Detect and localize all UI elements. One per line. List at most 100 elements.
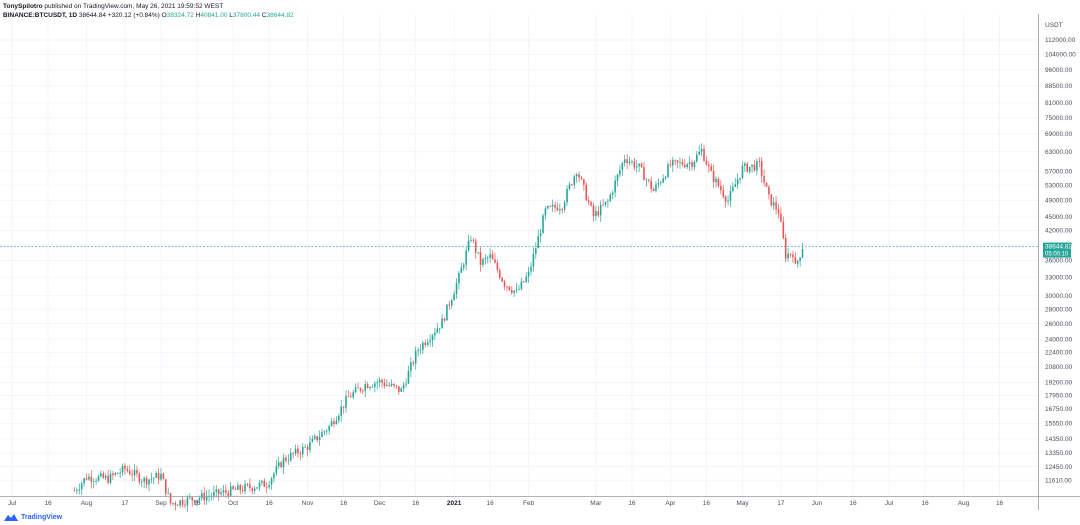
- candle-body: [544, 208, 547, 216]
- candle-body: [438, 328, 441, 330]
- candle-body: [342, 406, 345, 408]
- candle-body: [366, 384, 369, 389]
- candle-body: [590, 202, 592, 206]
- candle-body: [191, 497, 194, 501]
- y-tick-label: 30000.00: [1045, 293, 1072, 300]
- x-tick-label: Dec: [374, 500, 386, 507]
- candle-body: [484, 257, 487, 259]
- candle-body: [739, 177, 741, 180]
- candle-body: [241, 490, 244, 492]
- candle-body: [239, 485, 242, 491]
- candle-body: [578, 174, 580, 178]
- candle-body: [453, 294, 455, 301]
- x-tick-label: Jul: [8, 500, 17, 507]
- candle-body: [371, 386, 374, 388]
- x-tick-label: 16: [849, 500, 857, 507]
- candle-body: [222, 490, 225, 493]
- candle-body: [503, 281, 506, 287]
- candle-body: [573, 176, 576, 185]
- candle-body: [160, 473, 162, 480]
- candle-body: [280, 462, 282, 468]
- low-value: 37800.44: [232, 12, 261, 19]
- y-tick-label: 42000.00: [1045, 228, 1072, 235]
- candle-body: [554, 204, 556, 208]
- candle-body: [383, 382, 386, 386]
- candle-body: [681, 162, 684, 165]
- y-tick-label: 36000.00: [1045, 258, 1072, 265]
- candle-body: [364, 384, 367, 391]
- candle-body: [136, 470, 138, 474]
- candle-body: [472, 240, 475, 241]
- candle-body: [128, 470, 131, 475]
- candle-body: [621, 163, 624, 170]
- time-axis[interactable]: Jul 16 Aug 17 Sep 16 Oct 16 Nov 16 Dec 16 2021 16 Feb M…: [8, 500, 1004, 507]
- candle-body: [801, 249, 804, 258]
- candle-body: [133, 470, 136, 476]
- candle-body: [107, 475, 109, 483]
- candle-body: [265, 486, 268, 488]
- y-tick-label: 16750.00: [1045, 406, 1072, 413]
- candle-body: [150, 478, 153, 480]
- candle-body: [770, 194, 773, 206]
- x-tick-label: Aug: [958, 500, 970, 507]
- candle-body: [686, 164, 688, 168]
- symbol-label[interactable]: BINANCE:BTCUSDT, 1D: [3, 12, 78, 19]
- candle-body: [657, 183, 660, 185]
- candle-body: [402, 384, 405, 389]
- y-tick-label: 26000.00: [1045, 321, 1072, 328]
- x-tick-label: 16: [265, 500, 273, 507]
- candle-body: [715, 178, 717, 183]
- candle-body: [724, 196, 727, 202]
- y-tick-label: 53000.00: [1045, 182, 1072, 189]
- candle-body: [491, 254, 494, 260]
- publisher-name[interactable]: TonySpilotro: [3, 3, 43, 10]
- candle-body: [746, 163, 749, 172]
- candle-body: [347, 396, 350, 397]
- x-tick-label: May: [736, 500, 749, 507]
- candle-body: [270, 478, 273, 485]
- x-tick-label: Jun: [812, 500, 823, 507]
- x-tick-label: 16: [921, 500, 929, 507]
- y-tick-label: 15550.00: [1045, 421, 1072, 428]
- y-tick-label: 19200.00: [1045, 380, 1072, 387]
- x-tick-label: 16: [487, 500, 495, 507]
- tradingview-branding[interactable]: TradingView: [4, 514, 62, 521]
- candle-body: [732, 186, 734, 191]
- candle-body: [362, 390, 364, 392]
- x-tick-label: 16: [703, 500, 711, 507]
- candle-body: [198, 498, 201, 500]
- candle-body: [369, 386, 371, 389]
- y-tick-label: 112000.00: [1045, 37, 1076, 44]
- candle-body: [352, 392, 355, 398]
- candle-body: [76, 490, 78, 492]
- y-tick-label: 24000.00: [1045, 336, 1072, 343]
- candle-body: [717, 178, 720, 187]
- candle-body: [253, 488, 256, 491]
- candle-body: [614, 180, 616, 193]
- candle-body: [508, 286, 511, 291]
- candle-body: [640, 163, 643, 168]
- candle-body: [580, 177, 583, 180]
- candle-body: [575, 174, 578, 177]
- price-axis[interactable]: 112000.00 104000.00 96000.00 88500.00 81000.…: [1045, 37, 1076, 484]
- candle-body: [599, 204, 602, 216]
- candle-body: [720, 186, 722, 191]
- candle-body: [229, 486, 232, 496]
- candle-body: [799, 257, 801, 261]
- candle-body: [510, 290, 513, 293]
- candle-body: [647, 179, 650, 181]
- y-tick-label: 12450.00: [1045, 464, 1072, 471]
- x-tick-label: 17: [121, 500, 129, 507]
- candle-body: [566, 188, 568, 203]
- candle-body: [515, 289, 518, 291]
- candle-body: [549, 206, 552, 207]
- candle-body: [751, 164, 753, 167]
- candle-body: [520, 281, 523, 289]
- candle-body: [436, 328, 439, 333]
- candle-body: [626, 159, 628, 163]
- candle-body: [164, 479, 167, 494]
- candle-body: [410, 362, 412, 371]
- candle-body: [102, 473, 105, 478]
- candle-body: [537, 236, 540, 249]
